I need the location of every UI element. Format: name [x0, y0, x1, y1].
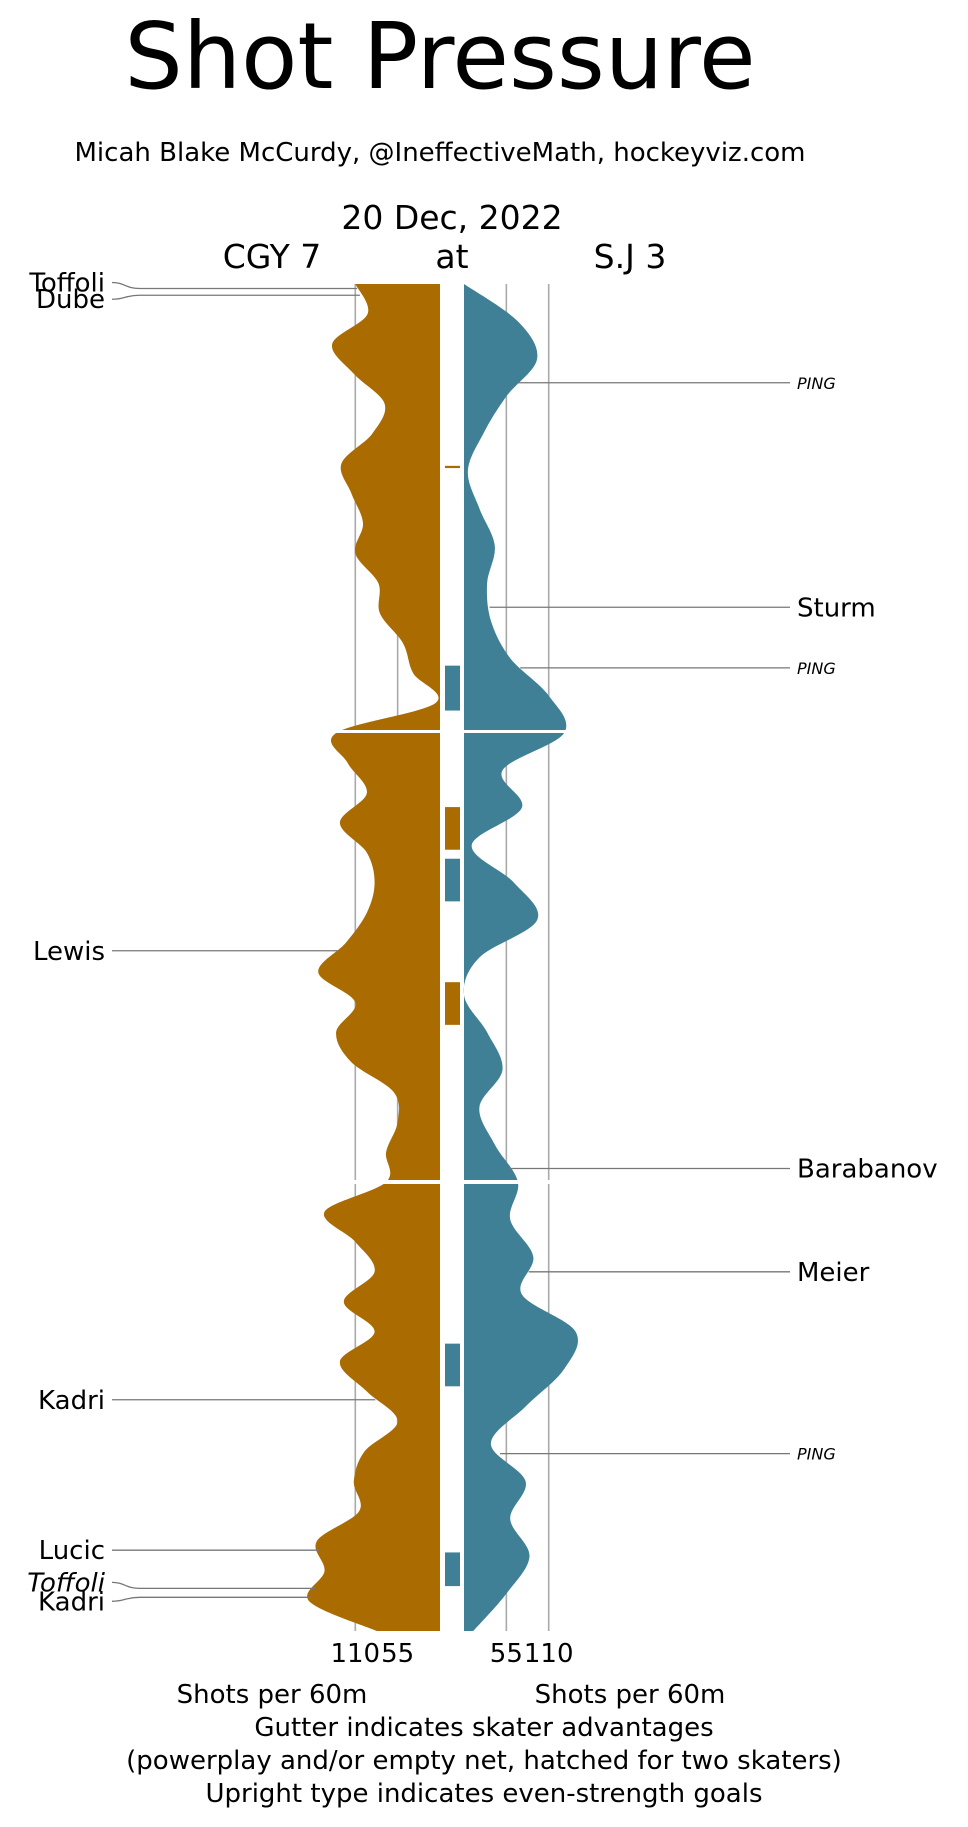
goal-label: Kadri — [38, 1587, 105, 1617]
at-label: at — [435, 237, 468, 276]
gutter-segment — [445, 1552, 460, 1587]
gutter-segment — [445, 1343, 460, 1387]
goal-leader-line — [111, 1581, 316, 1589]
tick-label-right: 55 — [490, 1639, 523, 1669]
period-separators — [150, 730, 750, 1184]
advantage-gutter — [445, 465, 460, 1587]
goal-annotations: ToffoliDubePINGSturmPINGLewisBarabanovMe… — [27, 268, 937, 1617]
period-separator-1 — [150, 730, 750, 733]
tick-label-left: 55 — [381, 1639, 414, 1669]
byline: Micah Blake McCurdy, @IneffectiveMath, h… — [75, 138, 806, 168]
goal-label: Sturm — [797, 593, 876, 623]
goal-leader-line — [111, 281, 358, 290]
footer-note-2: (powerplay and/or empty net, hatched for… — [126, 1746, 842, 1776]
away-team-label: CGY 7 — [223, 237, 322, 276]
x-tick-labels: 110 55 55 110 — [330, 1639, 573, 1669]
goal-label: Barabanov — [797, 1155, 938, 1185]
left-x-axis-label: Shots per 60m — [177, 1680, 368, 1710]
game-date: 20 Dec, 2022 — [341, 198, 562, 237]
area-home-team — [463, 284, 578, 1631]
goal-label: PING — [797, 1445, 836, 1464]
gutter-segment — [445, 665, 460, 711]
goal-label: Lewis — [33, 937, 105, 967]
chart-title: Shot Pressure — [124, 3, 755, 110]
goal-label: Meier — [797, 1258, 870, 1288]
footer-note-1: Gutter indicates skater advantages — [254, 1713, 713, 1743]
area-away-team — [307, 284, 440, 1631]
goal-label: Kadri — [38, 1386, 105, 1416]
gutter-segment — [445, 807, 460, 850]
goal-label: Lucic — [39, 1536, 105, 1566]
right-x-axis-label: Shots per 60m — [535, 1680, 726, 1710]
goal-label: PING — [797, 374, 836, 393]
goal-leader-line — [111, 294, 360, 300]
footer-note-3: Upright type indicates even-strength goa… — [205, 1779, 762, 1809]
gutter-segment — [445, 465, 460, 469]
goal-label: Toffoli — [28, 268, 105, 298]
gutter-segment — [445, 982, 460, 1025]
goal-label: Toffoli — [27, 1568, 105, 1598]
goal-label: PING — [797, 659, 836, 678]
tick-label-left: 110 — [330, 1639, 380, 1669]
home-team-label: S.J 3 — [594, 237, 667, 276]
goal-label: Dube — [36, 285, 105, 315]
gutter-segment — [445, 858, 460, 902]
tick-label-right: 110 — [524, 1639, 574, 1669]
pressure-areas — [307, 284, 578, 1631]
goal-leader-line — [111, 1596, 311, 1602]
period-separator-2 — [150, 1180, 750, 1184]
